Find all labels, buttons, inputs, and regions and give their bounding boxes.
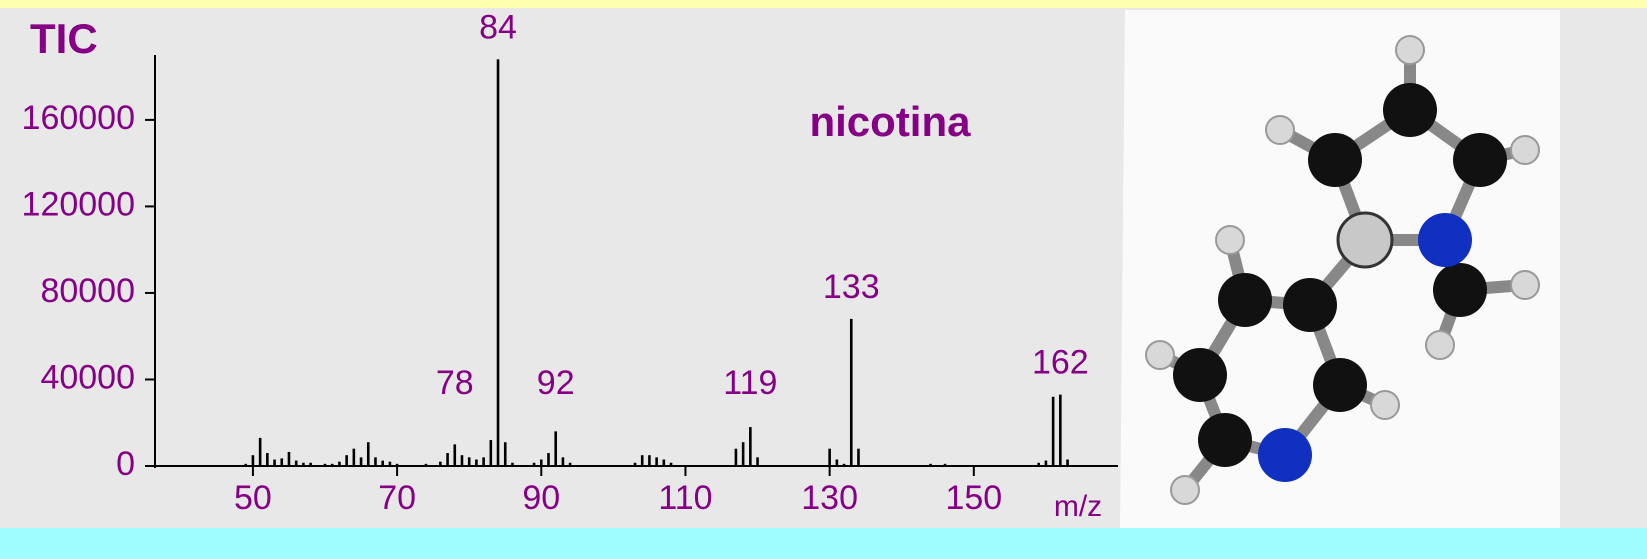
peak [1037, 463, 1040, 466]
molecule [1120, 10, 1560, 528]
peak [540, 460, 543, 466]
peak-label: 119 [723, 364, 777, 402]
peak [1066, 460, 1069, 466]
peak [511, 463, 514, 466]
peak [295, 461, 298, 466]
peak [331, 464, 334, 466]
peak [425, 464, 428, 466]
peak-label: 162 [1032, 344, 1089, 382]
peak [504, 442, 507, 466]
peak [374, 457, 377, 466]
peak-label: 84 [479, 8, 517, 46]
peak [1045, 461, 1048, 466]
peak [641, 455, 644, 466]
peak [259, 438, 262, 466]
y-tick-label: 40000 [40, 358, 135, 396]
chart-title: nicotina [809, 98, 971, 145]
peak [367, 442, 370, 466]
peak [828, 449, 831, 466]
peak [461, 455, 464, 466]
peak [468, 457, 471, 466]
peak [843, 464, 846, 466]
chart: TIC nicotina m/z 0 40000 80000 120000 160000… [0, 0, 1647, 559]
peak [634, 463, 637, 466]
peak [389, 462, 392, 466]
y-tick-label: 0 [116, 445, 135, 483]
peak [280, 458, 283, 466]
x-tick-label: 90 [522, 479, 560, 517]
x-tick-label: 50 [234, 479, 272, 517]
peak-label: 92 [537, 364, 575, 402]
x-tick-label: 70 [378, 479, 416, 517]
y-tick-label: 160000 [22, 99, 135, 137]
peak [836, 460, 839, 466]
peak [266, 453, 269, 466]
peak [244, 464, 247, 466]
peak [475, 460, 478, 466]
y-axis-label: TIC [30, 15, 98, 62]
peak [338, 462, 341, 466]
peak [396, 464, 399, 466]
peak [663, 460, 666, 466]
peak [490, 440, 493, 466]
x-axis-label: m/z [1054, 490, 1102, 523]
peak [381, 461, 384, 466]
x-tick-label: 130 [801, 479, 858, 517]
peak [446, 453, 449, 466]
peak [670, 463, 673, 466]
peak [482, 457, 485, 466]
peak [273, 460, 276, 466]
peak [742, 442, 745, 466]
bottom-band [0, 528, 1647, 559]
peak [345, 455, 348, 466]
peak [533, 463, 536, 466]
peak [569, 463, 572, 466]
peak [756, 457, 759, 466]
peak [1059, 395, 1062, 466]
y-tick-label: 120000 [22, 185, 135, 223]
peak [353, 449, 356, 466]
peak-label: 133 [823, 268, 880, 306]
peak [850, 319, 853, 466]
peak [554, 431, 557, 466]
peak [1052, 397, 1055, 466]
peak [360, 457, 363, 466]
peak-label: 78 [436, 364, 474, 402]
peak [252, 455, 255, 466]
peak [547, 453, 550, 466]
peak [562, 457, 565, 466]
peak [288, 452, 291, 466]
peak [648, 455, 651, 466]
peak [655, 457, 658, 466]
peak [302, 463, 305, 466]
peak [309, 463, 312, 466]
x-tick-label: 150 [945, 479, 1002, 517]
peak [944, 464, 947, 466]
peak [749, 427, 752, 466]
peak [324, 464, 327, 466]
peak [735, 449, 738, 466]
peak [497, 59, 500, 466]
peak [857, 449, 860, 466]
peak [929, 464, 932, 466]
peak [439, 462, 442, 466]
peak [453, 444, 456, 466]
top-band [0, 0, 1647, 8]
carbon-light [1338, 213, 1392, 267]
y-tick-label: 80000 [40, 272, 135, 310]
x-tick-label: 110 [658, 479, 712, 517]
